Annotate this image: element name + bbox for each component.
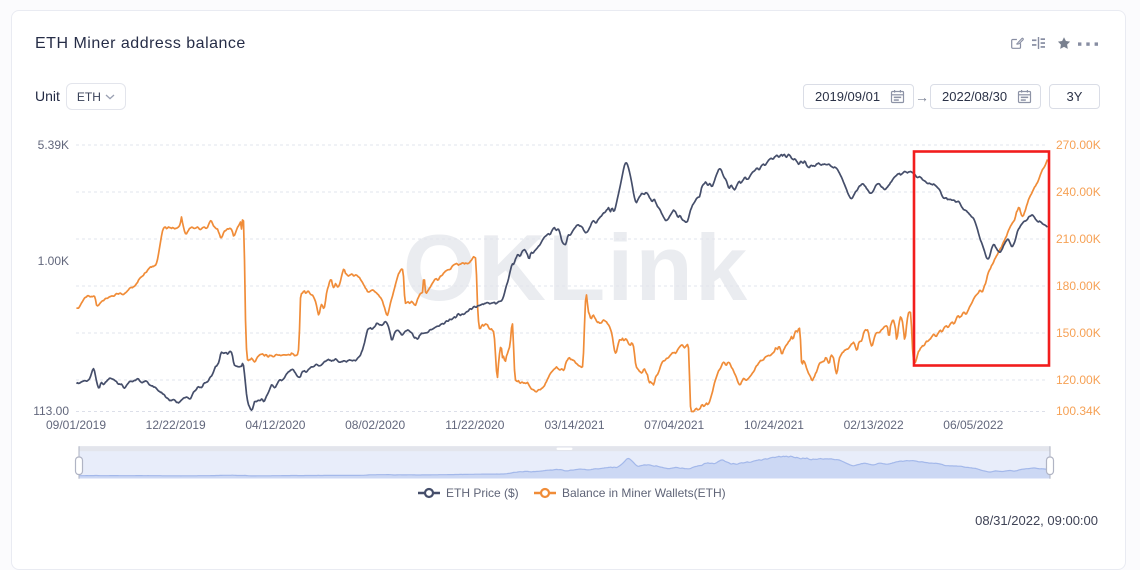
svg-text:02/13/2022: 02/13/2022 <box>844 418 904 432</box>
svg-text:08/02/2020: 08/02/2020 <box>345 418 405 432</box>
svg-text:10/24/2021: 10/24/2021 <box>744 418 804 432</box>
svg-text:06/05/2022: 06/05/2022 <box>943 418 1003 432</box>
svg-text:11/22/2020: 11/22/2020 <box>445 418 504 432</box>
svg-text:113.00: 113.00 <box>33 404 69 418</box>
svg-text:270.00K: 270.00K <box>1056 138 1101 152</box>
svg-text:240.00K: 240.00K <box>1056 185 1101 199</box>
svg-text:ETH Price ($): ETH Price ($) <box>446 486 519 500</box>
svg-text:12/22/2019: 12/22/2019 <box>146 418 206 432</box>
svg-text:100.34K: 100.34K <box>1056 404 1101 418</box>
svg-text:04/12/2020: 04/12/2020 <box>245 418 305 432</box>
svg-text:120.00K: 120.00K <box>1056 373 1101 387</box>
svg-text:Balance in Miner Wallets(ETH): Balance in Miner Wallets(ETH) <box>562 486 726 500</box>
svg-text:08/31/2022, 09:00:00: 08/31/2022, 09:00:00 <box>975 513 1098 528</box>
svg-text:1.00K: 1.00K <box>38 254 69 268</box>
svg-text:180.00K: 180.00K <box>1056 279 1101 293</box>
svg-text:5.39K: 5.39K <box>38 138 69 152</box>
svg-text:OKLink: OKLink <box>403 215 749 320</box>
svg-text:07/04/2021: 07/04/2021 <box>644 418 704 432</box>
svg-text:210.00K: 210.00K <box>1056 232 1101 246</box>
svg-text:150.00K: 150.00K <box>1056 326 1101 340</box>
svg-text:09/01/2019: 09/01/2019 <box>46 418 106 432</box>
svg-text:03/14/2021: 03/14/2021 <box>544 418 604 432</box>
